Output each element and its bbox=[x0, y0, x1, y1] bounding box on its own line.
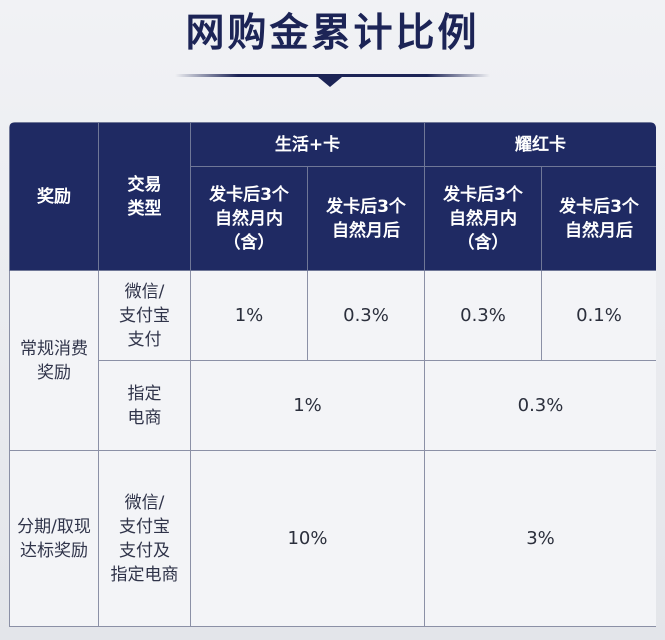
cell-regular-wechat-life-after: 0.3% bbox=[307, 270, 425, 361]
cell-installment-life: 10% bbox=[190, 450, 425, 627]
cell-regular-designated-yao: 0.3% bbox=[424, 360, 656, 451]
row-label-regular: 常规消费 奖励 bbox=[9, 270, 99, 451]
txn-type-installment: 微信/ 支付宝 支付及 指定电商 bbox=[98, 450, 191, 627]
header-yao-within-3m: 发卡后3个 自然月内 （含） bbox=[424, 166, 542, 271]
header-txn-type: 交易 类型 bbox=[98, 122, 191, 271]
header-life-within-3m: 发卡后3个 自然月内 （含） bbox=[190, 166, 308, 271]
cell-installment-yao: 3% bbox=[424, 450, 656, 627]
header-reward: 奖励 bbox=[9, 122, 99, 271]
reward-rate-table: 奖励 交易 类型 生活+卡 耀红卡 发卡后3个 自然月内 （含） 发卡后3个 自… bbox=[9, 122, 656, 640]
header-card-life: 生活+卡 bbox=[190, 122, 425, 167]
title-divider bbox=[175, 74, 490, 77]
header-card-yao: 耀红卡 bbox=[424, 122, 656, 167]
header-life-after-3m: 发卡后3个 自然月后 bbox=[307, 166, 425, 271]
page-title: 网购金累计比例 bbox=[185, 11, 480, 56]
txn-type-designated: 指定 电商 bbox=[98, 360, 191, 451]
title-caret-icon bbox=[318, 77, 342, 87]
cell-regular-wechat-yao-after: 0.1% bbox=[541, 270, 656, 361]
cell-regular-wechat-life-within: 1% bbox=[190, 270, 308, 361]
row-label-installment: 分期/取现 达标奖励 bbox=[9, 450, 99, 627]
cell-regular-designated-life: 1% bbox=[190, 360, 425, 451]
txn-type-wechat-alipay: 微信/ 支付宝 支付 bbox=[98, 270, 191, 361]
cell-regular-wechat-yao-within: 0.3% bbox=[424, 270, 542, 361]
header-yao-after-3m: 发卡后3个 自然月后 bbox=[541, 166, 656, 271]
